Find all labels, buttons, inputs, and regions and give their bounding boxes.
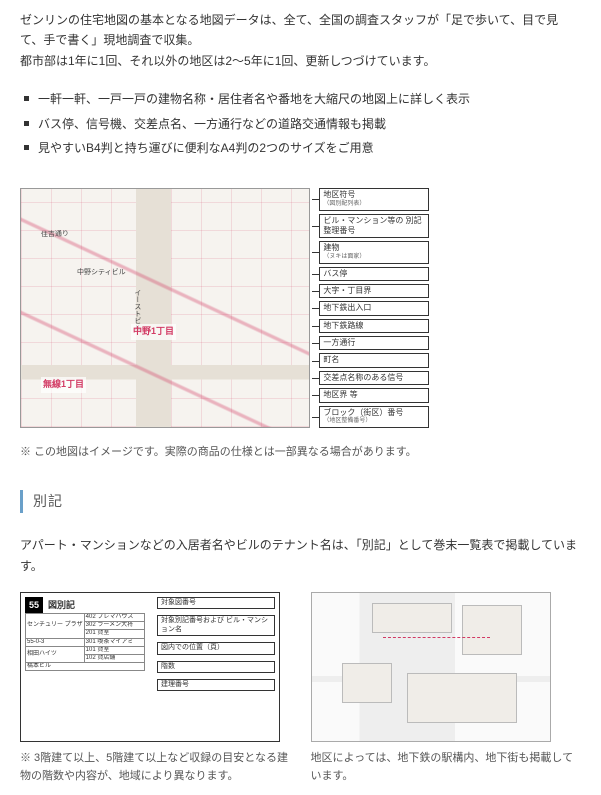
legend-item: 町名 xyxy=(319,353,429,367)
legend-item: バス停 xyxy=(319,267,429,281)
map-caption: ※ この地図はイメージです。実際の商品の仕様とは一部異なる場合があります。 xyxy=(20,443,581,462)
feature-list: 一軒一軒、一戸一戸の建物名称・居住者名や番地を大縮尺の地図上に詳しく表示 バス停… xyxy=(20,89,581,158)
bekki-tag: 対象別記番号および ビル・マンション名 xyxy=(157,615,275,636)
bekki-tag-list: 対象図番号 対象別記番号および ビル・マンション名 図内での位置（頁） 階数 建… xyxy=(157,597,275,697)
section-heading-bekki: 別記 xyxy=(20,490,581,514)
legend-item: 一方通行 xyxy=(319,336,429,350)
bekki-badge-label: 図別記 xyxy=(48,600,75,610)
map-district-label: 無線1丁目 xyxy=(41,377,86,392)
subway-sample-image xyxy=(311,592,551,742)
bekki-left-column: 55 図別記 センチュリー プラザ402 プレマハウス 302 ラーメン大将 2… xyxy=(20,592,291,785)
feature-item: 見やすいB4判と持ち運びに便利なA4判の2つのサイズをご用意 xyxy=(24,138,581,158)
feature-item: 一軒一軒、一戸一戸の建物名称・居住者名や番地を大縮尺の地図上に詳しく表示 xyxy=(24,89,581,109)
bekki-badge: 55 xyxy=(25,597,43,614)
intro-line-2: 都市部は1年に1回、それ以外の地区は2〜5年に1回、更新しつづけています。 xyxy=(20,54,435,68)
legend-item: 地区界 等 xyxy=(319,388,429,402)
map-legend: 地区符号（図別配列表） ビル・マンション等の 別記整理番号 建物（ヌキは面家） … xyxy=(319,188,429,430)
intro-paragraph: ゼンリンの住宅地図の基本となる地図データは、全て、全国の調査スタッフが「足で歩い… xyxy=(20,10,581,71)
legend-item: 地区符号（図別配列表） xyxy=(319,188,429,210)
bekki-tag: 建理番号 xyxy=(157,679,275,691)
bekki-right-column: 地区によっては、地下鉄の駅構内、地下街も掲載しています。 xyxy=(311,592,582,785)
intro-line-1: ゼンリンの住宅地図の基本となる地図データは、全て、全国の調査スタッフが「足で歩い… xyxy=(20,13,558,47)
map-district-label: 中野1丁目 xyxy=(131,324,176,339)
bekki-sample-image: 55 図別記 センチュリー プラザ402 プレマハウス 302 ラーメン大将 2… xyxy=(20,592,280,742)
map-street-label: 住吉通り xyxy=(41,229,69,242)
legend-item: 交差点名称のある信号 xyxy=(319,371,429,385)
bekki-intro: アパート・マンションなどの入居者名やビルのテナント名は、「別記」として巻末一覧表… xyxy=(20,535,581,576)
feature-item: バス停、信号機、交差点名、一方通行などの道路交通情報も掲載 xyxy=(24,114,581,134)
legend-item: 地下鉄路線 xyxy=(319,319,429,333)
bekki-columns: 55 図別記 センチュリー プラザ402 プレマハウス 302 ラーメン大将 2… xyxy=(20,592,581,785)
sample-map-image: 住吉通り 中野シティビル イーストビル 中野1丁目 無線1丁目 xyxy=(20,188,310,428)
map-building-label: 中野シティビル xyxy=(77,267,126,279)
bekki-tag: 図内での位置（頁） xyxy=(157,642,275,654)
bekki-tag: 対象図番号 xyxy=(157,597,275,609)
bekki-right-note: 地区によっては、地下鉄の駅構内、地下街も掲載しています。 xyxy=(311,750,582,785)
legend-item: 大字・丁目界 xyxy=(319,284,429,298)
map-figure: 住吉通り 中野シティビル イーストビル 中野1丁目 無線1丁目 地区符号（図別配… xyxy=(20,188,581,430)
legend-item: 地下鉄出入口 xyxy=(319,301,429,315)
bekki-left-note: ※ 3階建て以上、5階建て以上など収録の目安となる建物の階数や内容が、地域により… xyxy=(20,750,291,785)
legend-item: ビル・マンション等の 別記整理番号 xyxy=(319,214,429,239)
bekki-tag: 階数 xyxy=(157,661,275,673)
legend-item: 建物（ヌキは面家） xyxy=(319,241,429,263)
legend-item: ブロック（街区）番号（地区整備番号） xyxy=(319,406,429,428)
